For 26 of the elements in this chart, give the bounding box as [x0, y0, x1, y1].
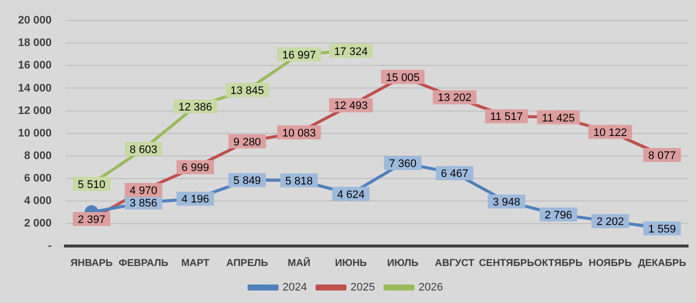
- x-tick-label: ЯНВАРЬ: [70, 258, 113, 269]
- y-tick-label: 6 000: [24, 172, 52, 184]
- legend-label: 2024: [282, 282, 308, 294]
- y-tick-label: 10 000: [18, 127, 52, 140]
- x-tick-label: ОКТЯБРЬ: [534, 258, 583, 269]
- x-tick-label: МАРТ: [181, 258, 210, 269]
- y-tick-label: 12 000: [18, 104, 52, 117]
- y-tick-label: 14 000: [18, 82, 52, 94]
- y-tick-label: 2 000: [24, 217, 52, 230]
- x-tick-label: ИЮЛЬ: [387, 258, 418, 269]
- y-tick-label: 8 000: [24, 150, 52, 162]
- y-tick-label: 18 000: [18, 37, 52, 50]
- legend-label: 2025: [350, 282, 375, 294]
- x-tick-label: СЕНТЯБРЬ: [478, 258, 534, 269]
- y-tick-label: 20 000: [18, 14, 52, 27]
- y-tick-label: -: [48, 240, 52, 252]
- x-tick-label: ИЮНЬ: [334, 258, 367, 269]
- x-tick-label: ФЕВРАЛЬ: [118, 258, 168, 269]
- x-tick-label: ДЕКАБРЬ: [638, 258, 686, 269]
- y-tick-label: 4 000: [24, 194, 52, 207]
- y-tick-label: 16 000: [18, 60, 52, 72]
- x-tick-label: АПРЕЛЬ: [226, 258, 268, 269]
- x-tick-label: МАЙ: [288, 256, 310, 269]
- legend-label: 2026: [418, 282, 443, 294]
- x-tick-label: АВГУСТ: [434, 258, 474, 269]
- x-tick-label: НОЯБРЬ: [588, 258, 632, 269]
